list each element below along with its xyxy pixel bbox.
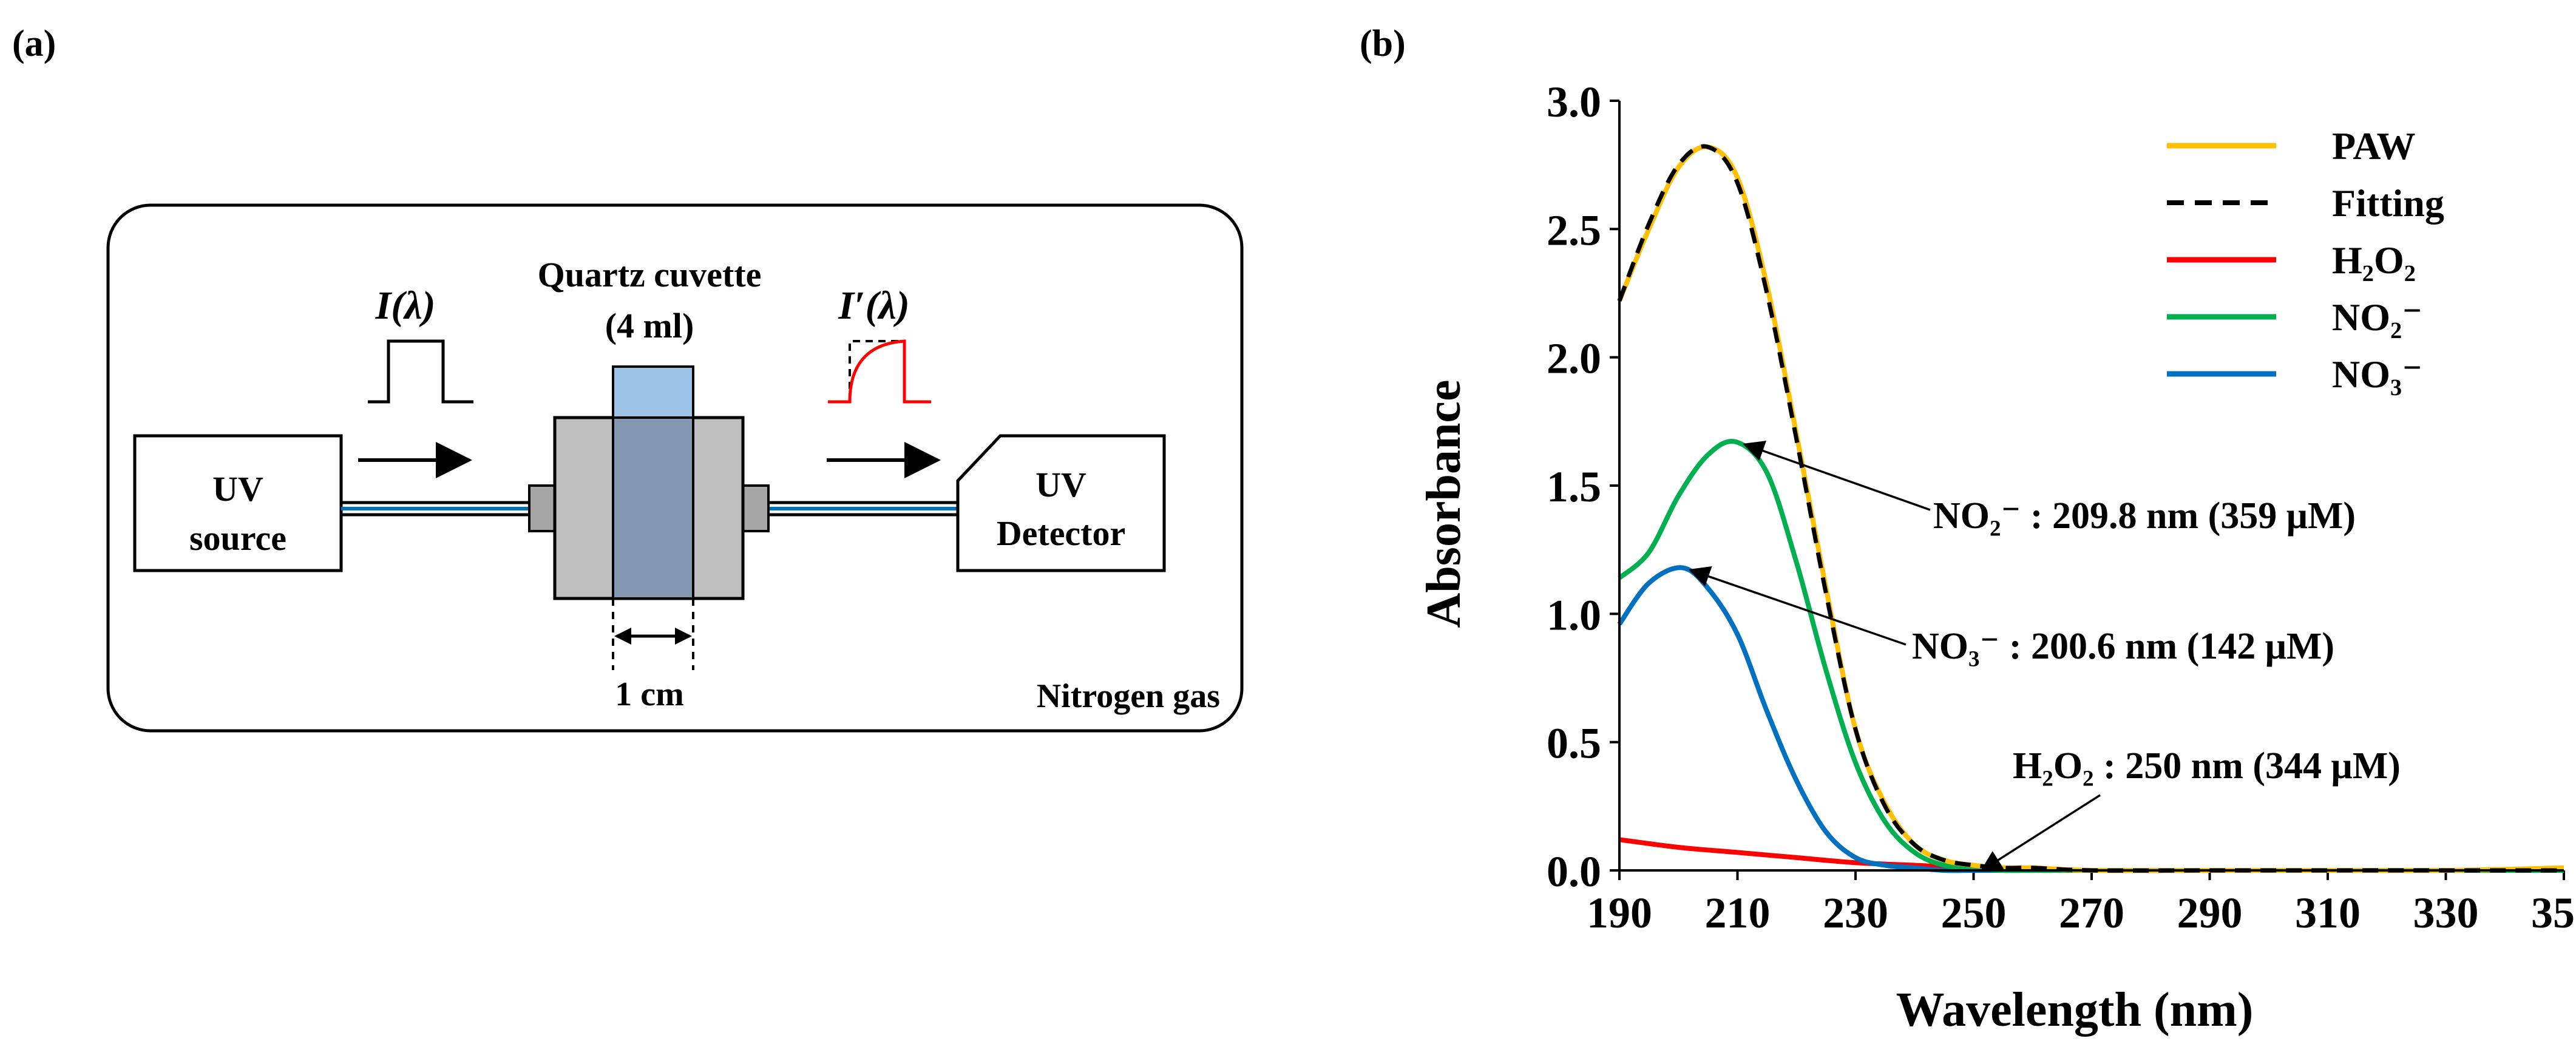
legend-h2o2-label: H₂O₂ (2332, 239, 2416, 282)
series-no3 (1617, 565, 2564, 873)
uv-source-label-line2: source (189, 518, 286, 558)
x-tick-label: 190 (1587, 889, 1652, 937)
annotation-no2-arrow (1743, 441, 1931, 511)
x-tick-label: 290 (2177, 889, 2243, 937)
path-length-label: 1 cm (615, 676, 684, 713)
cuvette-sample (612, 416, 694, 600)
optical-fiber-right (766, 501, 958, 517)
path-arrowhead-left (614, 628, 631, 645)
uv-detector-label-line2: Detector (997, 514, 1126, 553)
holder-connector-left (528, 484, 556, 532)
panel-b: (b) Absorbance Wavelength (nm) 0.0 0.5 1.0… (1360, 23, 2576, 1037)
quartz-cuvette-label: Quartz cuvette (538, 255, 762, 294)
series-h2o2 (1619, 837, 2564, 873)
output-pulse-icon (828, 339, 931, 404)
legend-no3-label: NO₃⁻ (2332, 353, 2422, 396)
x-tick-label: 330 (2413, 889, 2479, 937)
x-tick-labels: 190 210 230 250 270 290 310 330 350 (1587, 889, 2576, 937)
annotations: NO₂⁻ : 209.8 nm (359 μM) NO₃⁻ : 200.6 nm … (1688, 441, 2401, 872)
input-pulse-icon (368, 339, 473, 404)
y-tick-label: 3.0 (1547, 78, 1601, 126)
path-arrowhead-right (675, 628, 692, 645)
y-tick-label: 1.0 (1547, 591, 1601, 639)
input-intensity-label: I(λ) (375, 283, 436, 328)
annotation-no3-arrow (1688, 566, 1907, 646)
x-tick-label: 270 (2059, 889, 2124, 937)
annotation-h2o2-arrow (1980, 794, 2101, 872)
legend-paw-label: PAW (2332, 124, 2415, 168)
optical-fiber-left (341, 501, 529, 517)
cuvette-cap (612, 365, 694, 419)
holder-connector-right (742, 484, 770, 532)
legend-no2-label: NO₂⁻ (2332, 296, 2422, 339)
x-axis-title: Wavelength (nm) (1896, 983, 2254, 1037)
uv-detector-label-line1: UV (1035, 465, 1086, 504)
y-tick-label: 1.5 (1547, 463, 1601, 511)
output-intensity-label: I′(λ) (838, 283, 910, 328)
nitrogen-gas-label: Nitrogen gas (1037, 677, 1220, 715)
x-tick-label: 350 (2531, 889, 2576, 937)
x-tick-label: 210 (1705, 889, 1771, 937)
x-tick-label: 250 (1941, 889, 2007, 937)
y-tick-label: 0.0 (1547, 847, 1601, 896)
x-tick-label: 310 (2295, 889, 2361, 937)
uv-source-label-line1: UV (212, 469, 263, 509)
y-tick-label: 0.5 (1547, 719, 1601, 768)
annotation-h2o2-label: H₂O₂ : 250 nm (344 μM) (2013, 745, 2401, 787)
panel-a: (a) Nitrogen gas UV source Quartz cuvett… (12, 23, 1244, 733)
legend: PAW Fitting H₂O₂ NO₂⁻ NO₃⁻ (2167, 124, 2444, 396)
y-tick-label: 2.0 (1547, 334, 1601, 383)
panel-a-label: (a) (12, 23, 56, 64)
panel-b-label: (b) (1360, 23, 1406, 64)
cuvette-volume-label: (4 ml) (605, 306, 694, 345)
y-tick-labels: 0.0 0.5 1.0 1.5 2.0 2.5 3.0 (1547, 78, 1601, 896)
legend-fitting-label: Fitting (2332, 181, 2444, 225)
annotation-no3-label: NO₃⁻ : 200.6 nm (142 μM) (1912, 626, 2334, 667)
uv-detector-box (956, 434, 1166, 572)
x-tick-label: 230 (1823, 889, 1888, 937)
uv-source-box (133, 434, 343, 572)
annotation-no2-label: NO₂⁻ : 209.8 nm (359 μM) (1933, 495, 2356, 537)
y-tick-label: 2.5 (1547, 206, 1601, 254)
y-axis-title: Absorbance (1417, 380, 1471, 628)
